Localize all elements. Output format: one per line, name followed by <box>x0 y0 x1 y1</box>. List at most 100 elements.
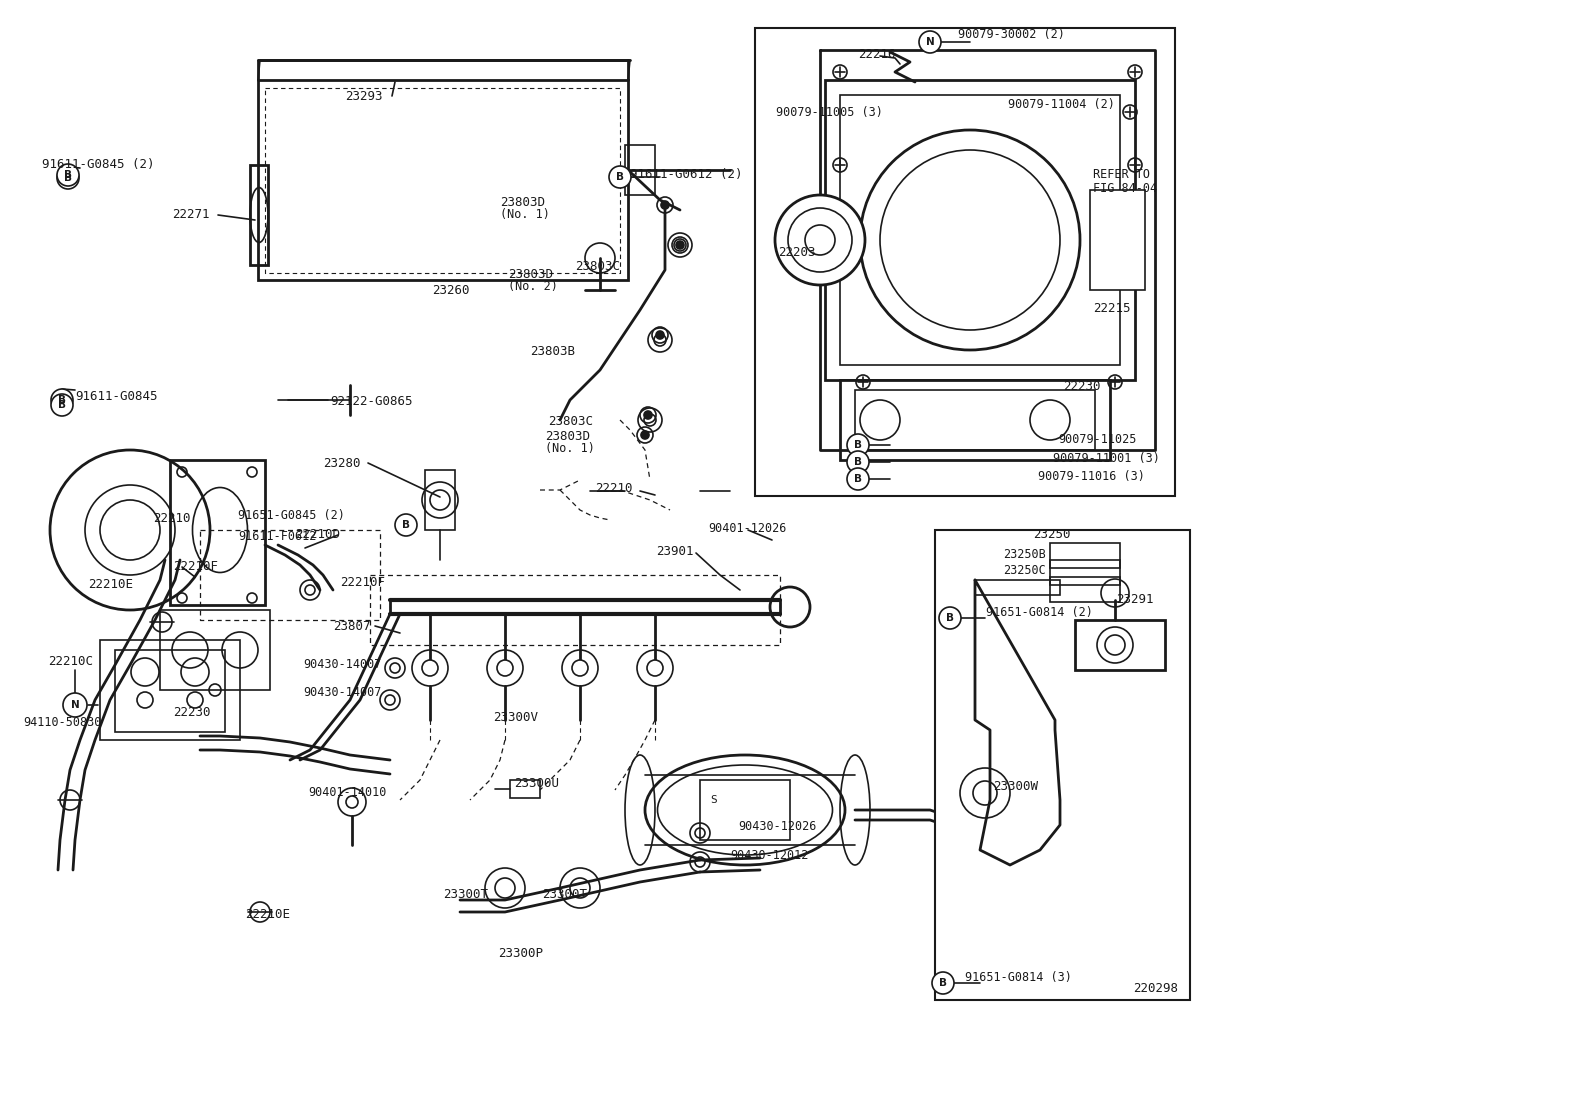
Text: 23291: 23291 <box>1116 593 1154 606</box>
Circle shape <box>572 660 587 676</box>
Circle shape <box>497 660 513 676</box>
Text: N: N <box>925 37 935 47</box>
Bar <box>974 580 1060 595</box>
Bar <box>1075 620 1165 670</box>
Text: 22216: 22216 <box>858 48 895 62</box>
Text: 23300T: 23300T <box>443 888 489 901</box>
Text: B: B <box>853 474 861 484</box>
Circle shape <box>656 331 664 338</box>
Text: 23803C: 23803C <box>575 260 619 273</box>
Text: 90079-11016 (3): 90079-11016 (3) <box>1038 470 1145 482</box>
Text: 23293: 23293 <box>345 90 382 103</box>
Circle shape <box>422 660 438 676</box>
Text: 22210F: 22210F <box>341 576 385 589</box>
Text: 90079-11025: 90079-11025 <box>1059 433 1137 446</box>
Bar <box>755 27 1175 496</box>
Text: 23803C: 23803C <box>548 415 592 428</box>
Text: (No. 2): (No. 2) <box>508 280 557 293</box>
Text: 91611-G0845 (2): 91611-G0845 (2) <box>41 158 154 171</box>
Text: 22210E: 22210E <box>245 908 290 921</box>
Text: 23300T: 23300T <box>541 888 587 901</box>
Circle shape <box>51 395 73 417</box>
Bar <box>1051 577 1121 602</box>
Text: B: B <box>64 173 72 184</box>
Text: 91611-G0845: 91611-G0845 <box>75 390 158 403</box>
Text: 23280: 23280 <box>323 457 360 470</box>
Text: 22210C: 22210C <box>48 655 92 668</box>
Bar <box>170 460 264 606</box>
Text: 90430-12012: 90430-12012 <box>731 850 809 862</box>
Text: B: B <box>853 457 861 467</box>
Text: 90079-11004 (2): 90079-11004 (2) <box>1008 98 1114 111</box>
Circle shape <box>677 241 685 249</box>
Text: 22230: 22230 <box>1063 380 1100 393</box>
Text: 94110-50830: 94110-50830 <box>22 717 102 729</box>
Text: 22230: 22230 <box>174 706 210 719</box>
Circle shape <box>847 451 869 473</box>
Text: 22271: 22271 <box>172 208 210 221</box>
Text: 91651-G0845 (2): 91651-G0845 (2) <box>237 509 345 522</box>
Bar <box>1051 543 1121 568</box>
Text: 23300U: 23300U <box>514 777 559 790</box>
Bar <box>855 390 1095 449</box>
Circle shape <box>661 201 669 209</box>
Circle shape <box>931 972 954 993</box>
Text: 22203: 22203 <box>778 246 815 259</box>
Text: B: B <box>939 978 947 988</box>
Text: 90079-11001 (3): 90079-11001 (3) <box>1052 452 1161 465</box>
Text: 23250C: 23250C <box>1003 564 1046 577</box>
Text: FIG 84-04: FIG 84-04 <box>1094 182 1157 195</box>
Text: 23803D: 23803D <box>500 196 544 209</box>
Circle shape <box>395 514 417 536</box>
Text: 23901: 23901 <box>656 545 694 558</box>
Text: 91611-G0612 (2): 91611-G0612 (2) <box>630 168 742 181</box>
Bar <box>250 165 267 265</box>
Text: 23803D: 23803D <box>544 430 591 443</box>
Text: 23260: 23260 <box>431 284 470 297</box>
Text: 22210: 22210 <box>595 482 632 495</box>
Circle shape <box>646 660 662 676</box>
Text: 22210: 22210 <box>153 512 191 525</box>
Text: B: B <box>57 395 65 406</box>
Text: 91651-G0814 (3): 91651-G0814 (3) <box>965 972 1071 984</box>
Text: 90430-12026: 90430-12026 <box>739 820 817 833</box>
Bar <box>1091 190 1145 290</box>
Circle shape <box>57 164 80 186</box>
Bar <box>509 780 540 798</box>
Bar <box>258 80 627 280</box>
Bar <box>425 470 455 530</box>
Text: 23807: 23807 <box>333 620 371 633</box>
Text: B: B <box>946 613 954 623</box>
Text: 90401-12026: 90401-12026 <box>708 522 786 535</box>
Text: 22215: 22215 <box>1094 302 1130 315</box>
Text: (No. 1): (No. 1) <box>500 208 549 221</box>
Text: 90401-14010: 90401-14010 <box>307 786 387 799</box>
Bar <box>825 80 1135 380</box>
Bar <box>100 640 240 740</box>
Text: 91651-G0814 (2): 91651-G0814 (2) <box>985 606 1092 619</box>
Text: B: B <box>403 520 411 530</box>
Text: 23803D: 23803D <box>508 268 552 281</box>
Circle shape <box>847 434 869 456</box>
Text: 90079-11005 (3): 90079-11005 (3) <box>775 106 884 119</box>
Circle shape <box>57 167 80 189</box>
Circle shape <box>919 31 941 53</box>
Text: 23300P: 23300P <box>498 947 543 961</box>
Circle shape <box>939 607 962 629</box>
Bar <box>115 650 224 732</box>
Text: B: B <box>57 400 65 410</box>
Bar <box>700 780 790 840</box>
Text: 90079-30002 (2): 90079-30002 (2) <box>958 27 1065 41</box>
Text: 22210D: 22210D <box>295 528 341 541</box>
Text: 23250B: 23250B <box>1003 548 1046 560</box>
Text: 22210E: 22210E <box>88 578 134 591</box>
Text: S: S <box>710 795 716 804</box>
Circle shape <box>610 166 630 188</box>
Text: 23300W: 23300W <box>993 780 1038 793</box>
Text: 23250: 23250 <box>1033 528 1070 541</box>
Text: 91611-F0612: 91611-F0612 <box>237 530 317 543</box>
Circle shape <box>847 468 869 490</box>
Text: 23803B: 23803B <box>530 345 575 358</box>
Text: 90430-14007: 90430-14007 <box>302 686 382 699</box>
Circle shape <box>775 195 864 285</box>
